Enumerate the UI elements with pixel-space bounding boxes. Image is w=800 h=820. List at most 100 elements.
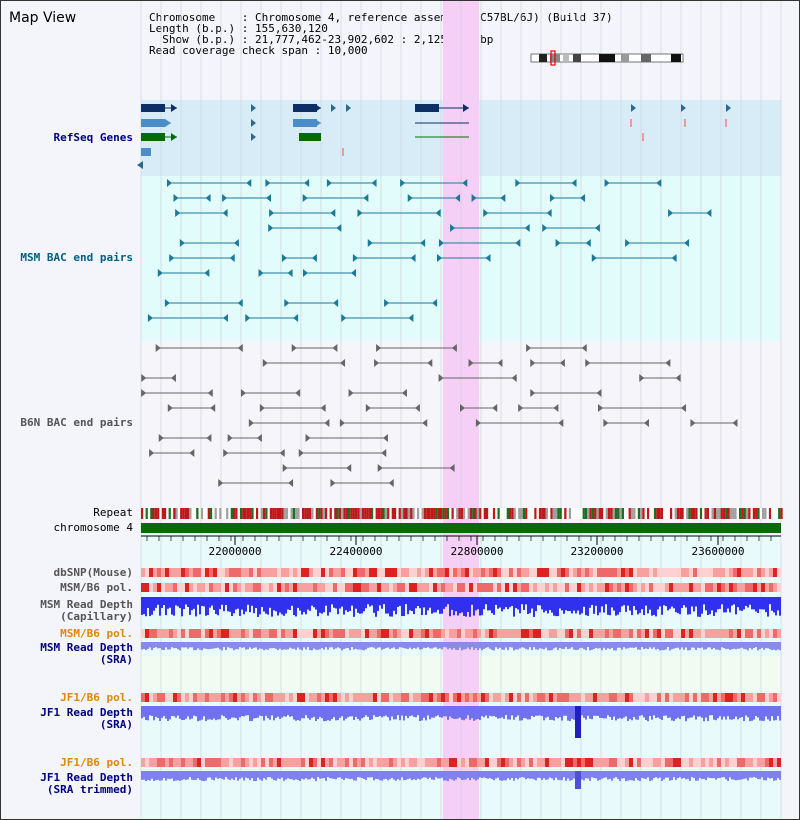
depth-bar bbox=[255, 597, 257, 608]
depth-bar bbox=[775, 642, 777, 651]
msm-bac-pairs-track[interactable] bbox=[147, 179, 712, 322]
depth-bar bbox=[335, 771, 337, 780]
depth-bar bbox=[701, 597, 703, 614]
depth-bar bbox=[315, 642, 317, 650]
chromosome-ideogram[interactable] bbox=[530, 50, 684, 66]
heat-cell bbox=[457, 568, 461, 577]
track-label-refseq[interactable]: RefSeq Genes bbox=[53, 131, 133, 144]
depth-bar bbox=[153, 771, 155, 781]
depth-bar bbox=[603, 597, 605, 613]
depth-bar bbox=[431, 706, 433, 718]
depth-bar bbox=[471, 706, 473, 719]
depth-bar bbox=[777, 771, 779, 779]
b6n-bac-pairs-track[interactable] bbox=[141, 344, 738, 487]
refseq-genes-track[interactable] bbox=[137, 104, 731, 169]
heat-cell bbox=[221, 693, 225, 702]
depth-bar bbox=[625, 642, 627, 649]
bac-end-marker bbox=[324, 419, 330, 427]
depth-bar bbox=[589, 597, 591, 608]
depth-bar bbox=[699, 642, 701, 649]
depth-bar bbox=[771, 771, 773, 779]
depth-bar bbox=[315, 597, 317, 610]
depth-bar bbox=[773, 642, 775, 650]
bac-end-marker bbox=[284, 299, 290, 307]
heat-cell bbox=[521, 693, 525, 702]
repeat-segment bbox=[306, 508, 309, 519]
heat-cell bbox=[625, 583, 629, 592]
depth-bar bbox=[249, 642, 251, 648]
heat-cell bbox=[193, 568, 197, 577]
repeat-segment bbox=[311, 508, 314, 519]
track-label-b6n-bac[interactable]: B6N BAC end pairs bbox=[20, 416, 133, 429]
heat-cell bbox=[393, 629, 397, 638]
heat-cell bbox=[493, 568, 497, 577]
heat-cell bbox=[521, 758, 525, 767]
depth-bar bbox=[519, 642, 521, 649]
heat-cell bbox=[181, 583, 185, 592]
depth-bar bbox=[537, 642, 539, 650]
depth-bar bbox=[673, 642, 675, 649]
heat-cell bbox=[293, 568, 297, 577]
repeat-segment bbox=[658, 508, 661, 519]
heat-cell bbox=[317, 629, 321, 638]
heat-cell bbox=[341, 583, 345, 592]
repeat-segment bbox=[166, 508, 169, 519]
depth-bar bbox=[175, 597, 177, 606]
bac-end-marker bbox=[384, 299, 390, 307]
heat-cell bbox=[569, 629, 573, 638]
heat-cell bbox=[249, 758, 253, 767]
repeat-segment bbox=[230, 508, 233, 519]
depth-bar bbox=[211, 597, 213, 606]
heat-cell bbox=[157, 583, 161, 592]
depth-bar bbox=[359, 771, 361, 778]
depth-bar bbox=[243, 771, 245, 781]
heat-cell bbox=[649, 583, 653, 592]
depth-bar bbox=[143, 642, 145, 650]
depth-bar bbox=[335, 706, 337, 721]
depth-bar bbox=[779, 706, 781, 721]
depth-bar bbox=[493, 771, 495, 781]
depth-bar bbox=[155, 597, 157, 608]
chromosome-bar bbox=[141, 523, 781, 533]
depth-bar bbox=[509, 706, 511, 720]
heat-cell bbox=[713, 583, 717, 592]
heat-cell bbox=[361, 583, 365, 592]
depth-bar bbox=[393, 771, 395, 780]
heat-cell bbox=[753, 629, 757, 638]
heat-cell bbox=[181, 693, 185, 702]
depth-bar bbox=[627, 706, 629, 721]
depth-bar bbox=[309, 642, 311, 651]
depth-bar bbox=[409, 771, 411, 779]
depth-bar bbox=[259, 642, 261, 649]
depth-bar bbox=[149, 706, 151, 716]
heat-cell bbox=[381, 568, 385, 577]
depth-bar bbox=[223, 706, 225, 717]
heat-cell bbox=[141, 568, 145, 577]
repeat-segment bbox=[492, 508, 496, 519]
heat-cell bbox=[313, 583, 317, 592]
track-label-msm-bac[interactable]: MSM BAC end pairs bbox=[20, 251, 133, 264]
heat-cell bbox=[505, 629, 509, 638]
heat-cell bbox=[721, 693, 725, 702]
heat-cell bbox=[505, 758, 509, 767]
repeat-segment bbox=[713, 508, 716, 519]
depth-bar bbox=[663, 642, 665, 651]
heat-cell bbox=[501, 568, 505, 577]
repeat-segment bbox=[384, 508, 388, 519]
depth-bar bbox=[595, 771, 597, 779]
depth-bar bbox=[625, 706, 627, 717]
heat-cell bbox=[669, 693, 673, 702]
depth-bar bbox=[429, 642, 431, 649]
depth-bar bbox=[177, 771, 179, 781]
depth-bar bbox=[547, 771, 549, 780]
depth-bar bbox=[527, 642, 529, 650]
heat-cell bbox=[309, 629, 313, 638]
heat-cell bbox=[181, 758, 185, 767]
heat-cell bbox=[533, 583, 537, 592]
depth-bar bbox=[507, 706, 509, 720]
chromosome-value: Chromosome 4, reference assembly (C57BL/… bbox=[254, 11, 613, 24]
depth-bar bbox=[503, 642, 505, 650]
repeat-segment bbox=[354, 508, 358, 519]
depth-bar bbox=[313, 706, 315, 717]
